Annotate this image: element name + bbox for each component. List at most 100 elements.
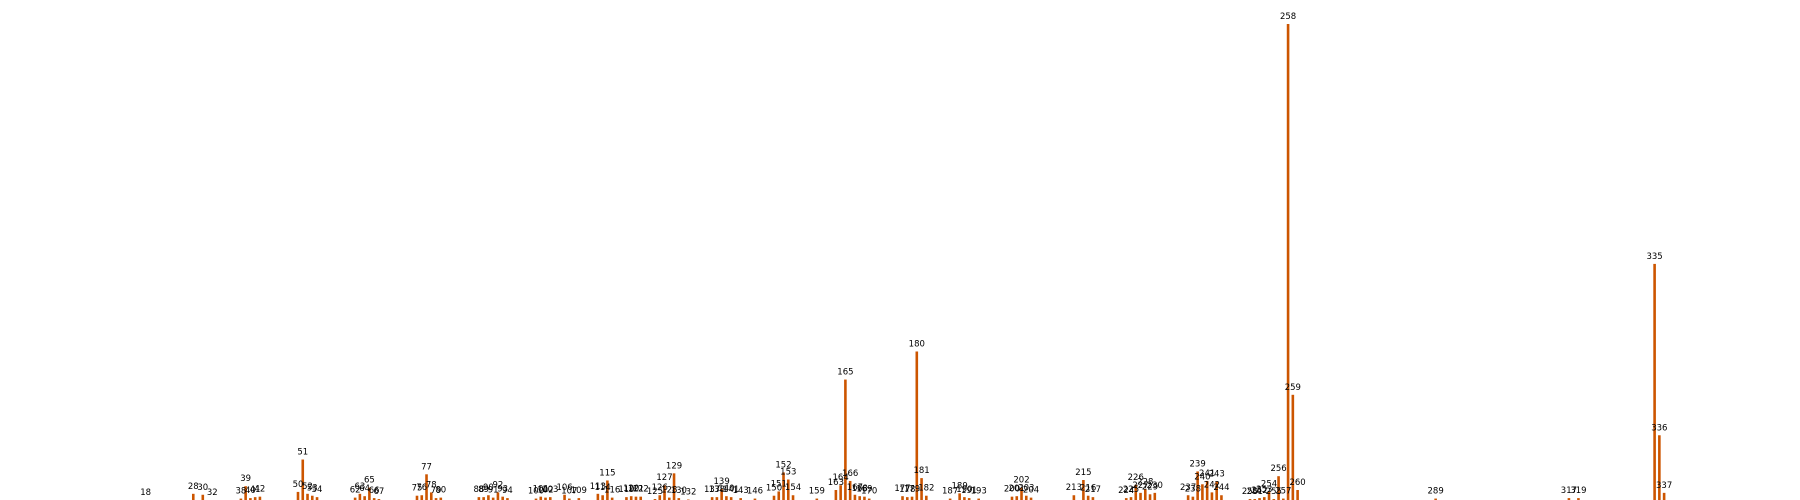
- bar-258: [1286, 24, 1290, 500]
- bar-label-30: 30: [197, 483, 208, 493]
- bar-122: [639, 496, 643, 500]
- bar-170: [867, 498, 871, 500]
- bar-143: [739, 498, 742, 500]
- bar-79: [434, 498, 438, 500]
- bar-label-165: 165: [837, 368, 853, 378]
- bar-label-130: 130: [671, 486, 687, 496]
- bar-257: [1282, 498, 1285, 500]
- bar-label-138: 138: [709, 485, 725, 495]
- bar-181: [920, 478, 923, 500]
- bar-179: [910, 496, 914, 500]
- bar-103: [548, 497, 552, 500]
- bar-label-228: 228: [1137, 478, 1153, 488]
- bar-335: [1653, 263, 1656, 500]
- bar-label-238: 238: [1185, 485, 1201, 495]
- bar-label-122: 122: [633, 485, 649, 495]
- bar-label-94: 94: [502, 486, 513, 496]
- bar-label-141: 141: [723, 485, 739, 495]
- bar-152: [782, 472, 785, 500]
- bar-label-65: 65: [364, 476, 375, 486]
- bar-label-179: 179: [904, 485, 920, 495]
- bar-label-63: 63: [354, 482, 365, 492]
- bar-94: [506, 498, 509, 500]
- bar-label-32: 32: [207, 488, 218, 498]
- bar-label-52: 52: [302, 482, 313, 492]
- bar-109: [577, 498, 581, 500]
- bar-169: [863, 496, 866, 500]
- bar-label-255: 255: [1266, 487, 1282, 497]
- bar-label-191: 191: [961, 486, 977, 496]
- bar-38: [239, 498, 243, 500]
- bar-label-170: 170: [861, 487, 877, 497]
- bar-label-225: 225: [1123, 485, 1139, 495]
- bar-label-256: 256: [1270, 464, 1286, 474]
- bar-224: [1124, 498, 1128, 500]
- bar-213: [1072, 495, 1076, 500]
- bar-319: [1577, 498, 1580, 500]
- bar-label-109: 109: [571, 486, 587, 496]
- bar-label-66: 66: [369, 486, 380, 496]
- bar-label-93: 93: [497, 485, 508, 495]
- bar-label-150: 150: [766, 484, 782, 494]
- bar-label-152: 152: [775, 460, 791, 470]
- bar-180: [915, 351, 919, 500]
- bar-label-140: 140: [718, 484, 734, 494]
- bar-217: [1091, 497, 1095, 500]
- bar-label-129: 129: [666, 461, 682, 471]
- bar-50: [296, 491, 300, 500]
- bar-53: [310, 495, 314, 500]
- bar-label-92: 92: [493, 480, 504, 490]
- bar-label-260: 260: [1289, 478, 1305, 488]
- bar-30: [201, 494, 205, 500]
- bar-label-115: 115: [599, 468, 615, 478]
- bar-label-18: 18: [140, 488, 151, 498]
- bar-189: [958, 493, 961, 500]
- bar-89: [482, 497, 485, 500]
- bar-254: [1267, 491, 1271, 500]
- bar-202: [1020, 487, 1023, 500]
- bar-226: [1134, 484, 1138, 500]
- bar-177: [901, 496, 904, 500]
- bar-label-51: 51: [297, 448, 308, 458]
- bar-88: [477, 497, 481, 500]
- bar-label-257: 257: [1275, 487, 1291, 497]
- bar-label-38: 38: [235, 487, 246, 497]
- bar-317: [1567, 498, 1571, 500]
- bar-label-121: 121: [628, 485, 644, 495]
- bar-label-167: 167: [847, 483, 863, 493]
- bar-138: [715, 497, 719, 500]
- bar-182: [925, 495, 928, 500]
- bar-75: [415, 495, 419, 500]
- bar-label-39: 39: [240, 474, 251, 484]
- bar-label-178: 178: [899, 485, 915, 495]
- bar-label-243: 243: [1209, 469, 1225, 479]
- bar-187: [948, 498, 952, 500]
- bar-127: [663, 485, 666, 500]
- bar-label-40: 40: [245, 486, 256, 496]
- bar-128: [667, 497, 671, 500]
- bar-91: [491, 497, 495, 500]
- bar-228: [1143, 489, 1147, 500]
- bar-39: [244, 486, 247, 500]
- bar-93: [501, 496, 504, 500]
- bar-119: [625, 497, 628, 500]
- bar-label-101: 101: [533, 485, 549, 495]
- bar-label-250: 250: [1242, 487, 1258, 497]
- bar-label-180: 180: [909, 339, 925, 349]
- bar-label-166: 166: [842, 469, 858, 479]
- bar-66: [372, 498, 376, 500]
- bar-label-335: 335: [1646, 252, 1662, 262]
- bar-102: [544, 497, 547, 500]
- bar-label-164: 164: [833, 473, 849, 483]
- bar-101: [539, 496, 543, 500]
- bar-label-132: 132: [680, 488, 696, 498]
- bar-label-120: 120: [623, 484, 639, 494]
- bar-label-252: 252: [1251, 486, 1267, 496]
- bar-label-189: 189: [952, 481, 968, 491]
- bar-336: [1658, 435, 1661, 500]
- bar-64: [363, 496, 366, 500]
- bar-215: [1082, 480, 1085, 500]
- bar-label-80: 80: [435, 486, 446, 496]
- bar-80: [439, 497, 443, 500]
- bar-146: [753, 498, 757, 500]
